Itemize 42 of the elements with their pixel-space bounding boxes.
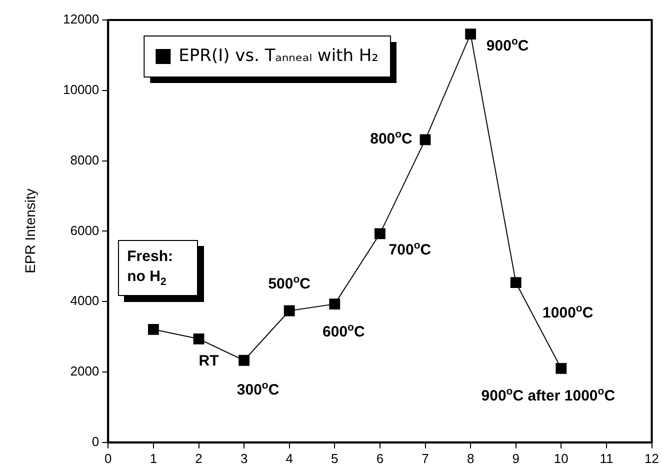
x-tick-label: 5 (331, 450, 338, 466)
annotation: 1000$^{o}$C (542, 302, 594, 322)
annotation: 900$^{o}$C (486, 36, 529, 55)
point (284, 305, 295, 316)
y-tick-label: 6000 (70, 222, 100, 238)
x-tick-label: 7 (422, 450, 429, 466)
annotation: 300$^{o}$C (236, 380, 280, 399)
annotation: 700$^{o}$C (388, 239, 432, 258)
annotation: 500$^{o}$C (268, 273, 310, 292)
point (465, 28, 476, 40)
annotation: 600$^{o}$C (322, 322, 365, 341)
annotation: 800$^{o}$C (370, 128, 412, 148)
y-tick-label: 4000 (70, 293, 100, 308)
y-tick-label: 12000 (62, 12, 100, 27)
point (374, 228, 386, 240)
y-tick-label: 10000 (62, 82, 100, 97)
y-axis-title: EPR Intensity (22, 188, 38, 274)
x-tick-label: 1 (150, 450, 158, 466)
point (420, 134, 431, 146)
point (238, 354, 250, 366)
y-tick-label: 0 (92, 434, 100, 449)
x-tick-label: 2 (195, 450, 202, 466)
point (329, 298, 340, 310)
x-tick-label: 10 (554, 450, 568, 466)
x-tick-label: 11 (600, 450, 614, 466)
x-tick-label: 9 (512, 450, 520, 466)
x-tick-label: 0 (104, 450, 112, 466)
point (556, 363, 567, 374)
point (193, 333, 204, 344)
annotation: 900$^{o}$C after 1000$^{o}$C (481, 386, 616, 405)
point (148, 324, 159, 335)
x-tick-label: 4 (286, 450, 293, 466)
x-tick-label: 8 (466, 450, 474, 466)
y-tick-label: 8000 (70, 152, 100, 168)
point (510, 277, 522, 288)
y-tick-label: 2000 (70, 364, 100, 379)
x-tick-label: 3 (240, 450, 248, 466)
x-tick-label: 12 (644, 450, 660, 466)
x-tick-label: 6 (376, 450, 384, 466)
legend-label: EPR(I) vs. Tₐₙₙₑₐₗ with H₂ (178, 46, 378, 66)
annotation: Fresh: no H$_{2}$ (118, 240, 198, 296)
annotation: RT (198, 352, 219, 370)
